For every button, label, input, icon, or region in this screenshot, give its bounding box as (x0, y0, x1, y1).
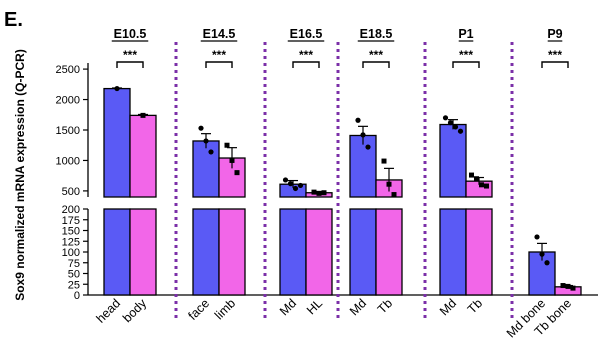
data-point (140, 112, 146, 118)
bar (129, 114, 157, 198)
bar-lower-segment (439, 208, 467, 296)
y-tick-label: 2500 (56, 64, 80, 76)
data-point (560, 283, 566, 289)
y-tick-label: 25 (68, 279, 80, 291)
data-point (208, 149, 214, 155)
data-point (484, 183, 489, 189)
data-point (234, 170, 240, 176)
bar-lower-segment (192, 208, 220, 296)
category-label: HL (304, 296, 325, 317)
significance-bracket (541, 61, 569, 68)
data-point (297, 182, 304, 189)
data-point (292, 185, 299, 192)
y-tick-label: 50 (68, 269, 80, 281)
bar-lower-segment (465, 208, 493, 296)
data-point (282, 177, 289, 183)
data-point (442, 115, 449, 121)
y-tick-label: 150 (62, 226, 80, 238)
data-point (534, 234, 540, 240)
significance-label: *** (212, 48, 226, 62)
category-label: Md (437, 296, 459, 318)
significance-bracket (292, 61, 320, 68)
data-point (365, 144, 371, 150)
y-tick-label: 500 (62, 186, 80, 198)
category-label: body (120, 296, 150, 326)
y-tick-label: 125 (62, 236, 80, 248)
y-tick-label: 200 (62, 204, 80, 216)
data-point (474, 176, 479, 182)
category-label: Tb (465, 296, 485, 316)
data-point (224, 142, 230, 148)
y-tick-label: 75 (68, 258, 80, 270)
data-point (457, 128, 464, 134)
data-point (316, 190, 322, 196)
bar-lower-segment (305, 208, 333, 296)
y-tick-label: 1000 (56, 155, 80, 167)
y-axis-label: Sox9 normalized mRNA expression (Q-PCR) (13, 49, 27, 301)
group-label: E14.5 (203, 27, 236, 41)
bar-lower-segment (349, 208, 377, 296)
category-label: face (186, 296, 213, 323)
group-label: E16.5 (290, 27, 323, 41)
panel-label: E. (4, 9, 23, 31)
data-point (544, 260, 550, 266)
data-point (391, 192, 397, 198)
data-point (452, 124, 459, 130)
bar (103, 87, 131, 198)
significance-label: *** (299, 48, 313, 62)
y-tick-label: 2000 (56, 95, 80, 107)
bar (349, 134, 377, 198)
data-point (287, 181, 294, 187)
data-point (114, 85, 120, 92)
y-tick-label: 1500 (56, 125, 80, 137)
group-label: E18.5 (360, 27, 393, 41)
significance-label: *** (459, 48, 473, 62)
group-label: E10.5 (114, 27, 147, 41)
data-point (355, 117, 361, 123)
significance-bracket (116, 61, 144, 68)
data-point (570, 285, 576, 291)
bar (439, 123, 467, 198)
bar-lower-segment (375, 208, 403, 296)
category-label: Tb (375, 296, 395, 316)
data-point (321, 190, 327, 196)
category-label: head (94, 296, 124, 326)
data-point (565, 283, 571, 289)
bar-lower-segment (103, 208, 131, 296)
significance-label: *** (548, 48, 562, 62)
data-point (311, 189, 317, 195)
data-point (479, 182, 484, 188)
category-label: Md (277, 296, 299, 318)
data-point (539, 251, 545, 257)
significance-bracket (362, 61, 390, 68)
data-point (360, 132, 366, 138)
significance-label: *** (123, 48, 137, 62)
significance-label: *** (369, 48, 383, 62)
category-label: limb (212, 296, 238, 322)
bar-lower-segment (218, 208, 246, 296)
group-label: P1 (458, 27, 473, 41)
category-label: Md (347, 296, 369, 318)
data-point (198, 125, 204, 131)
y-tick-label: 175 (62, 215, 80, 227)
data-point (386, 181, 392, 187)
group-label: P9 (547, 27, 562, 41)
bar-lower-segment (129, 208, 157, 296)
bar-lower-segment (279, 208, 307, 296)
y-tick-label: 0 (74, 290, 80, 302)
data-point (229, 157, 235, 163)
data-point (469, 172, 474, 178)
data-point (447, 120, 454, 126)
data-point (381, 158, 387, 164)
significance-bracket (452, 61, 480, 68)
data-point (203, 138, 209, 144)
significance-bracket (205, 61, 233, 68)
y-tick-label: 100 (62, 247, 80, 259)
bar (192, 140, 220, 198)
